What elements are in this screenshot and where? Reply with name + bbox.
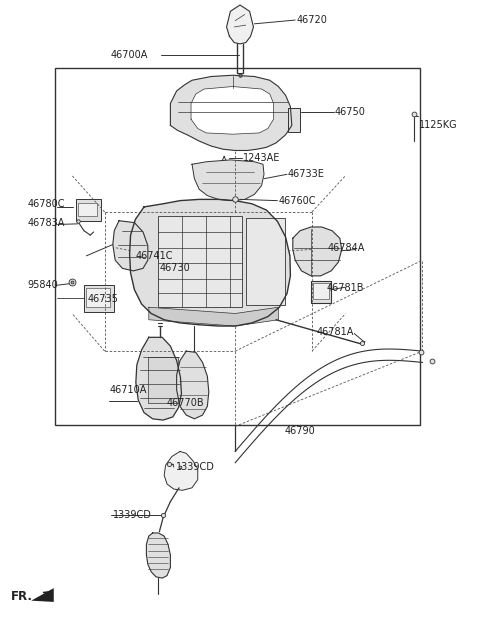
- Bar: [288, 108, 300, 132]
- Polygon shape: [293, 227, 342, 276]
- Bar: [148, 357, 178, 403]
- Text: 46730: 46730: [159, 263, 190, 273]
- Polygon shape: [164, 451, 198, 490]
- Text: 46741C: 46741C: [136, 251, 173, 261]
- Polygon shape: [149, 307, 278, 326]
- Text: 46700A: 46700A: [110, 50, 148, 60]
- Bar: [78, 203, 97, 216]
- Text: FR.: FR.: [11, 591, 33, 603]
- Text: 46760C: 46760C: [278, 196, 316, 206]
- Bar: [246, 218, 285, 305]
- Polygon shape: [192, 160, 264, 201]
- Text: 46790: 46790: [284, 426, 315, 436]
- Text: 46750: 46750: [335, 107, 365, 117]
- Polygon shape: [130, 199, 290, 326]
- Text: 46781A: 46781A: [317, 327, 354, 337]
- Bar: [313, 283, 329, 299]
- Text: 46710A: 46710A: [109, 385, 147, 395]
- Text: 46735: 46735: [87, 294, 118, 304]
- Bar: [55, 68, 420, 425]
- Polygon shape: [191, 87, 274, 134]
- Text: 95840: 95840: [28, 280, 59, 290]
- Text: 46784A: 46784A: [328, 243, 365, 253]
- Bar: [158, 216, 242, 307]
- Text: 1339CD: 1339CD: [113, 510, 152, 520]
- Polygon shape: [31, 588, 54, 602]
- Bar: [220, 160, 228, 167]
- Text: 46783A: 46783A: [28, 218, 65, 228]
- Text: 46770B: 46770B: [167, 398, 204, 408]
- Polygon shape: [113, 221, 148, 271]
- Polygon shape: [227, 5, 253, 44]
- Bar: [84, 285, 114, 312]
- Polygon shape: [170, 75, 292, 150]
- Text: 46733E: 46733E: [288, 169, 325, 179]
- Text: 46780C: 46780C: [28, 199, 65, 209]
- Bar: [311, 281, 331, 303]
- Polygon shape: [136, 337, 181, 420]
- Text: 1243AE: 1243AE: [243, 153, 281, 163]
- Polygon shape: [177, 351, 209, 419]
- Polygon shape: [146, 533, 170, 578]
- Bar: [86, 288, 110, 307]
- Text: 46720: 46720: [297, 15, 327, 25]
- Bar: [76, 199, 101, 221]
- Text: 1339CD: 1339CD: [176, 462, 215, 472]
- Text: 1125KG: 1125KG: [419, 120, 457, 130]
- Text: 46781B: 46781B: [326, 283, 364, 293]
